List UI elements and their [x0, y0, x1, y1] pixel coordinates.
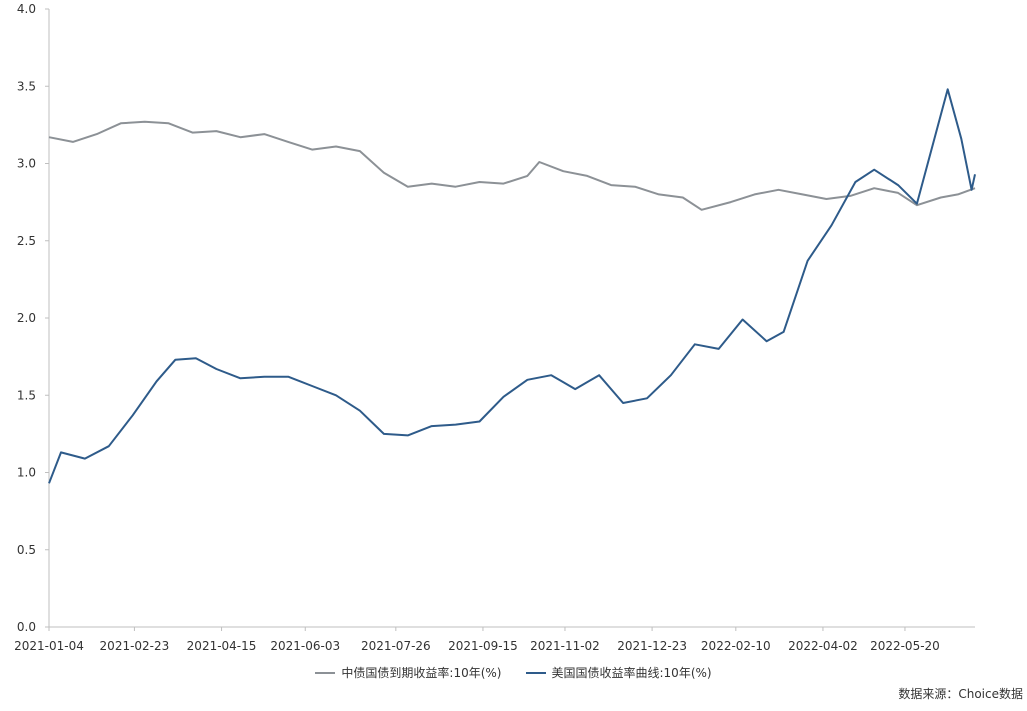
legend-item-cn-10y: 中债国债到期收益率:10年(%) [315, 664, 502, 681]
legend-swatch-cn-10y [315, 671, 336, 674]
x-tick-label: 2021-04-15 [187, 639, 257, 653]
series-line-1 [48, 88, 976, 484]
y-tick-label: 1.0 [17, 466, 36, 480]
legend-label-us-10y: 美国国债收益率曲线:10年(%) [551, 666, 712, 680]
x-tick-label: 2022-05-20 [870, 639, 940, 653]
source-note: 数据来源：Choice数据 [898, 687, 1023, 701]
x-tick-label: 2022-04-02 [788, 639, 858, 653]
y-tick-label: 1.5 [17, 388, 36, 402]
legend-swatch-us-10y [525, 671, 546, 674]
y-tick-label: 0.0 [17, 620, 36, 634]
y-axis: 0.0 0.5 1.0 1.5 2.0 2.5 3.0 3.5 4.0 [17, 2, 50, 634]
x-tick-label: 2021-07-26 [361, 639, 431, 653]
legend-label-cn-10y: 中债国债到期收益率:10年(%) [341, 666, 502, 680]
y-tick-label: 3.5 [17, 79, 36, 93]
x-tick-label: 2021-06-03 [270, 639, 340, 653]
x-tick-label: 2021-09-15 [448, 639, 518, 653]
y-tick-label: 4.0 [17, 2, 36, 16]
y-tick-label: 2.5 [17, 234, 36, 248]
y-tick-label: 2.0 [17, 311, 36, 325]
x-axis: 2021-01-04 2021-02-23 2021-04-15 2021-06-03… [14, 626, 975, 653]
y-tick-label: 0.5 [17, 543, 36, 557]
y-tick-label: 3.0 [17, 157, 36, 171]
series-line-0 [48, 120, 976, 211]
x-tick-label: 2021-11-02 [530, 639, 600, 653]
x-tick-label: 2021-01-04 [14, 639, 84, 653]
series-layer [48, 88, 976, 484]
x-tick-label: 2021-12-23 [617, 639, 687, 653]
x-tick-label: 2021-02-23 [100, 639, 170, 653]
x-tick-label: 2022-02-10 [701, 639, 771, 653]
legend-item-us-10y: 美国国债收益率曲线:10年(%) [525, 664, 712, 681]
line-chart: 0.00.51.01.52.02.53.03.54.0 2021-01-04 20… [14, 2, 976, 653]
legend: 中债国债到期收益率:10年(%) 美国国债收益率曲线:10年(%) [0, 664, 1027, 681]
